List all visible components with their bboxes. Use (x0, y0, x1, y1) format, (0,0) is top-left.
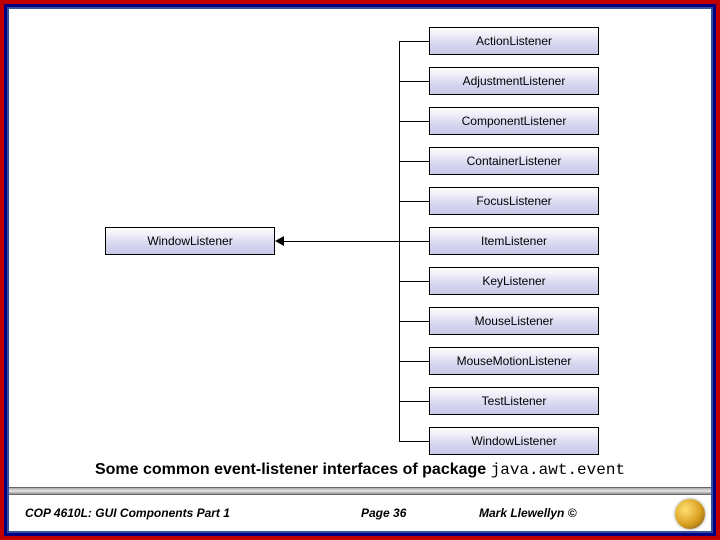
connector-trunk (399, 41, 400, 441)
listener-node-label: MouseListener (475, 314, 554, 328)
root-listener-node: WindowListener (105, 227, 275, 255)
root-listener-label: WindowListener (147, 234, 232, 248)
slide-inner-frame: ActionListener AdjustmentListener Componen… (7, 7, 713, 533)
listener-node: TestListener (429, 387, 599, 415)
listener-node-label: ActionListener (476, 34, 552, 48)
listener-node: ContainerListener (429, 147, 599, 175)
connector-branch (399, 441, 429, 442)
listener-node: ActionListener (429, 27, 599, 55)
listener-node: MouseMotionListener (429, 347, 599, 375)
connector-branch (399, 321, 429, 322)
connector-branch (399, 121, 429, 122)
footer-course-title: COP 4610L: GUI Components Part 1 (25, 506, 230, 520)
connector-branch (399, 361, 429, 362)
connector-arrow-shaft (284, 241, 399, 242)
footer-content: COP 4610L: GUI Components Part 1 Page 36… (9, 495, 711, 531)
listener-node: FocusListener (429, 187, 599, 215)
listener-node-label: ItemListener (481, 234, 547, 248)
slide-outer-frame: ActionListener AdjustmentListener Componen… (0, 0, 720, 540)
listener-node-label: WindowListener (471, 434, 556, 448)
listener-node-label: KeyListener (482, 274, 545, 288)
connector-branch (399, 41, 429, 42)
connector-branch (399, 401, 429, 402)
listener-node: MouseListener (429, 307, 599, 335)
footer-divider (9, 487, 711, 495)
arrowhead-icon (275, 236, 284, 246)
connector-branch (399, 201, 429, 202)
slide-footer: COP 4610L: GUI Components Part 1 Page 36… (9, 487, 711, 531)
listener-node-label: ComponentListener (462, 114, 567, 128)
listener-node-label: FocusListener (476, 194, 551, 208)
listener-node-label: TestListener (482, 394, 547, 408)
caption-text: Some common event-listener interfaces of… (95, 461, 491, 478)
connector-branch (399, 161, 429, 162)
listener-node: AdjustmentListener (429, 67, 599, 95)
diagram-caption: Some common event-listener interfaces of… (9, 461, 711, 479)
ucf-logo-icon (675, 499, 705, 529)
listener-node: ComponentListener (429, 107, 599, 135)
footer-page-number: Page 36 (361, 506, 406, 520)
listener-node: KeyListener (429, 267, 599, 295)
listener-node-label: AdjustmentListener (463, 74, 566, 88)
connector-branch (399, 281, 429, 282)
listener-node-label: MouseMotionListener (457, 354, 572, 368)
connector-branch (399, 81, 429, 82)
connector-branch (399, 241, 429, 242)
footer-author: Mark Llewellyn © (479, 506, 577, 520)
caption-code: java.awt.event (491, 461, 625, 479)
listener-node: ItemListener (429, 227, 599, 255)
listener-hierarchy-diagram: ActionListener AdjustmentListener Componen… (9, 9, 711, 457)
listener-node-label: ContainerListener (467, 154, 562, 168)
listener-node: WindowListener (429, 427, 599, 455)
